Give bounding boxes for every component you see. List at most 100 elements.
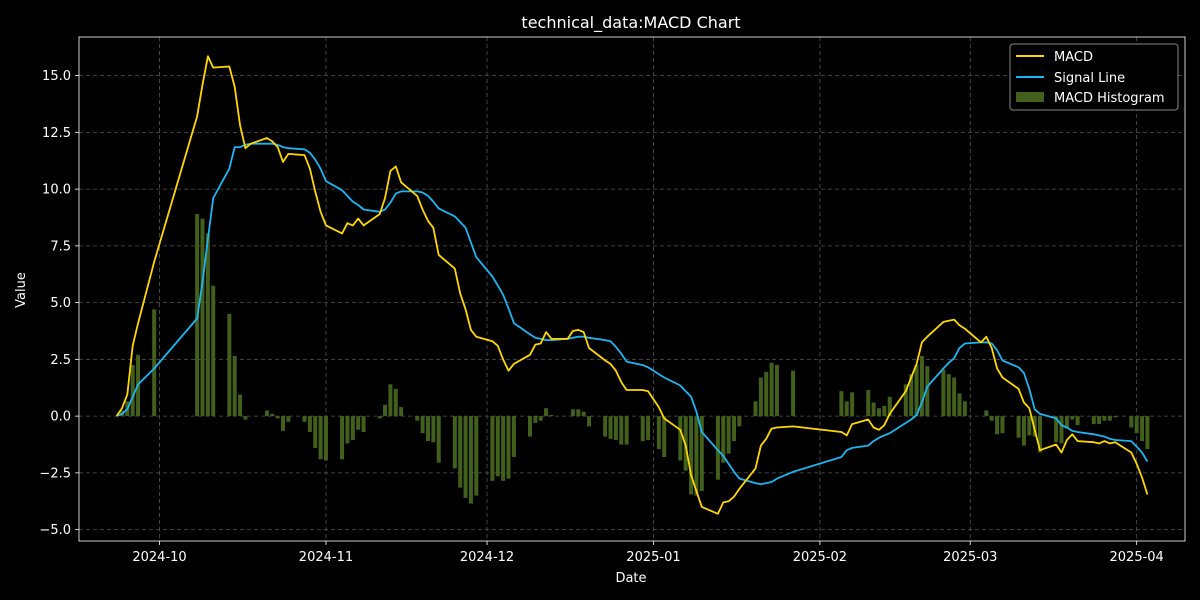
histogram-bar [732,416,737,442]
histogram-bar [463,416,468,498]
histogram-bar [264,410,269,417]
y-tick-label: 15.0 [42,69,71,84]
histogram-bar [694,416,699,496]
histogram-bar [393,388,398,417]
legend: MACD Signal Line MACD Histogram [1009,43,1179,111]
histogram-bar [866,390,871,417]
histogram-bar [882,405,887,417]
histogram-bar [501,416,506,481]
histogram-bar [415,416,420,421]
histogram-bar [286,416,291,422]
histogram-bar [1059,416,1064,444]
histogram-bar [914,365,919,417]
histogram-bar [340,416,345,460]
y-tick-label: 7.5 [50,239,71,254]
histogram-bar [345,416,350,444]
histogram-bar [227,313,232,417]
histogram-bar [941,369,946,417]
histogram-bar [1000,416,1005,434]
histogram-bar [726,416,731,454]
histogram-bar [689,416,694,495]
histogram-bar [200,218,205,417]
histogram-bar [570,409,575,417]
histogram-bar [377,416,382,419]
histogram-bar [232,355,237,417]
x-tick-label: 2025-02 [793,550,847,565]
histogram-bar [356,416,361,430]
grid-lines [79,37,1185,541]
histogram-bar [1107,416,1112,421]
histogram-bar [281,416,286,431]
histogram-bar [646,416,651,440]
histogram-bar [474,416,479,496]
histogram-bar [721,416,726,463]
histogram-bar [527,416,532,437]
histogram-bar [624,416,629,445]
chart-title: technical_data:MACD Chart [521,13,740,33]
histogram-bar [656,416,661,450]
histogram-bar [850,392,855,417]
histogram-bar [538,416,543,421]
histogram-bar [270,413,275,417]
histogram-bar [495,416,500,477]
histogram-bar [211,285,216,417]
legend-histogram-swatch [1016,92,1044,102]
series-lines [115,55,1149,515]
histogram-bar [957,393,962,417]
histogram-bar [383,404,388,417]
histogram-bar [587,416,592,427]
histogram-bar [769,362,774,417]
histogram-bar [995,416,1000,435]
histogram-bar [774,365,779,417]
x-tick-label: 2024-10 [132,550,186,565]
histogram-bar [1054,416,1059,443]
x-tick-label: 2024-11 [299,550,353,565]
histogram-bar [275,416,280,419]
signal-line-series [116,142,1149,486]
plot-area [78,36,1186,542]
x-tick-label: 2025-04 [1110,550,1164,565]
histogram-bar [468,416,473,504]
histogram-bar [925,366,930,417]
histogram-bar [919,355,924,417]
histogram-bar [946,374,951,417]
histogram-bar [511,416,516,457]
histogram-bar [1134,416,1139,434]
histogram-bar [887,396,892,417]
histogram-bar [420,416,425,434]
histogram-bar [619,416,624,445]
histogram-bar [318,416,323,460]
histogram-bar [431,416,436,443]
histogram-bar [452,416,457,469]
histogram-bar [662,416,667,457]
histogram-bar [1140,416,1145,442]
y-axis-ticks: −5.0 −2.5 0.0 2.5 5.0 7.5 10.0 12.5 15.0 [39,69,79,538]
histogram-bar [737,416,742,427]
macd-line-series [115,55,1149,515]
histogram-bar [350,416,355,440]
histogram-bars [119,214,1150,504]
histogram-bar [640,416,645,442]
histogram-bar [844,401,849,417]
histogram-bar [753,401,758,417]
histogram-bar [699,416,704,492]
histogram-bar [839,391,844,417]
histogram-bar [533,416,538,423]
histogram-bar [130,365,135,417]
histogram-bar [678,416,683,461]
y-tick-label: 5.0 [50,296,71,311]
histogram-bar [576,409,581,417]
histogram-bar [425,416,430,442]
histogram-bar [989,416,994,421]
histogram-bar [791,370,796,417]
legend-macd-label: MACD [1054,50,1093,65]
histogram-bar [205,233,210,417]
histogram-bar [1091,416,1096,425]
y-tick-label: 10.0 [42,183,71,198]
histogram-bar [361,416,366,433]
legend-box [1009,43,1179,111]
legend-signal-label: Signal Line [1054,71,1125,86]
legend-histogram-label: MACD Histogram [1054,91,1165,106]
histogram-bar [1129,416,1134,428]
